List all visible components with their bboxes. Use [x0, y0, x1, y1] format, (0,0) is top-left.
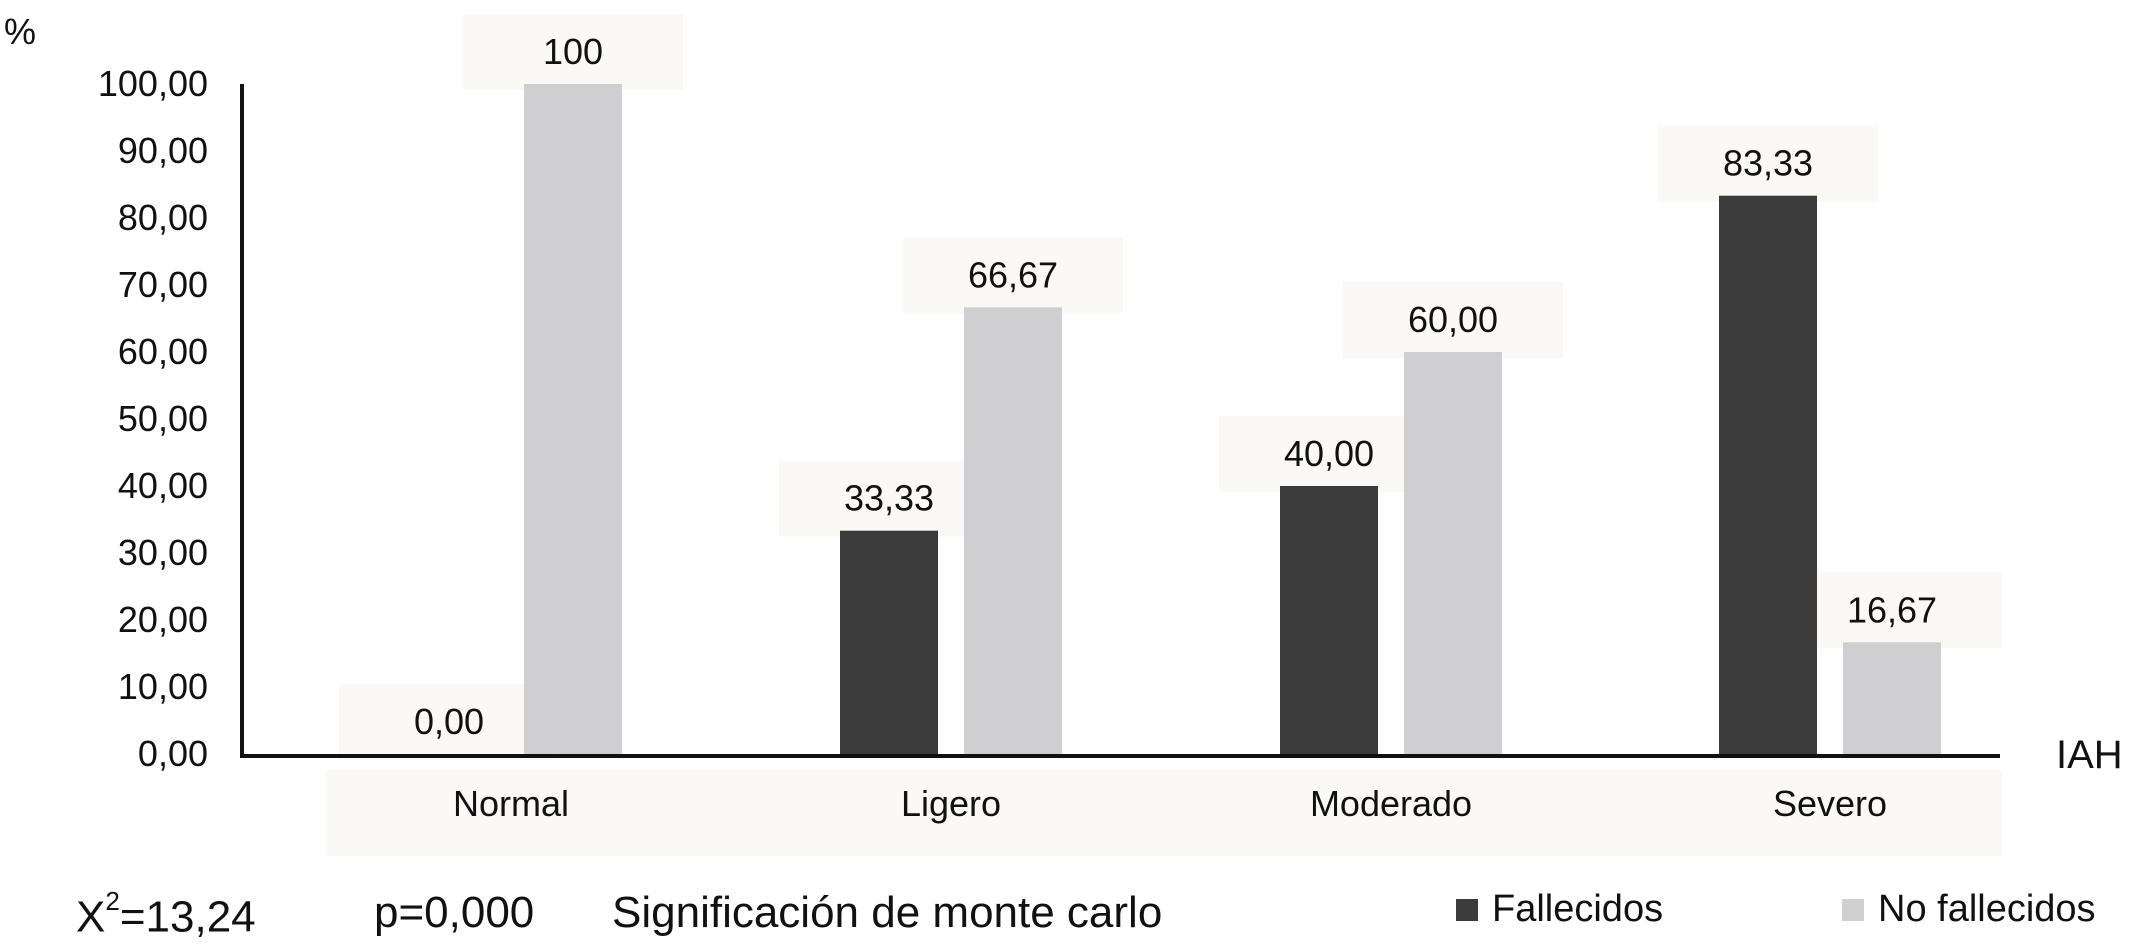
- value-label: 83,33: [1723, 143, 1813, 184]
- legend-label-fallecidos: Fallecidos: [1492, 888, 1664, 930]
- value-label: 16,67: [1847, 589, 1937, 630]
- y-tick-label: 40,00: [118, 465, 208, 506]
- method-note: Significación de monte carlo: [612, 888, 1163, 937]
- bar: [1280, 486, 1378, 754]
- y-unit-label: %: [4, 11, 36, 52]
- legend-swatch-fallecidos: [1456, 898, 1478, 921]
- x-category-labels: Normal Ligero Moderado Severo: [326, 770, 2002, 856]
- x-axis-label: IAH: [2056, 733, 2123, 777]
- p-value: p=0,000: [374, 888, 535, 937]
- value-label-background: [903, 237, 1123, 314]
- legend-item-fallecidos: Fallecidos: [1456, 888, 1663, 931]
- value-label: 0,00: [414, 701, 484, 742]
- value-label-background: [339, 684, 559, 760]
- legend-item-no-fallecidos: No fallecidos: [1842, 888, 2096, 931]
- bar-chart: 0,00 33,33 40,00 83,33 100 66,67 60,00 16,67 0,…: [4, 11, 2123, 856]
- chi-square-value: =13,24: [119, 892, 256, 942]
- y-tick-label: 30,00: [118, 532, 208, 573]
- value-label: 66,67: [968, 254, 1058, 295]
- legend-swatch-no-fallecidos: [1842, 898, 1864, 921]
- y-tick-label: 90,00: [118, 130, 208, 171]
- category-label-band: [326, 770, 2002, 856]
- chi-square-symbol: X: [76, 892, 106, 942]
- y-tick-labels: 0,00 10,00 20,00 30,00 40,00 50,00 60,00 70,00 8…: [98, 63, 208, 774]
- legend-label-no-fallecidos: No fallecidos: [1878, 888, 2096, 930]
- bar: [1404, 352, 1502, 754]
- value-label-backgrounds: [339, 14, 2002, 760]
- bar: [1843, 642, 1941, 754]
- bar: [840, 530, 938, 754]
- value-label-background: [1219, 416, 1439, 492]
- y-tick-label: 50,00: [118, 398, 208, 439]
- y-tick-label: 70,00: [118, 264, 208, 305]
- x-category-label: Ligero: [901, 783, 1001, 824]
- x-category-label: Normal: [453, 783, 569, 824]
- value-label: 100: [543, 31, 603, 72]
- value-label: 40,00: [1284, 433, 1374, 474]
- value-label: 60,00: [1408, 299, 1498, 340]
- y-tick-label: 80,00: [118, 197, 208, 238]
- y-tick-label: 10,00: [118, 666, 208, 707]
- value-label-background: [1658, 125, 1878, 202]
- value-label-background: [463, 14, 683, 90]
- y-tick-label: 0,00: [138, 733, 208, 774]
- chi-square-exponent: 2: [105, 886, 120, 916]
- bar: [964, 307, 1062, 754]
- value-labels: 0,00 33,33 40,00 83,33 100 66,67 60,00 16,67: [414, 31, 1937, 742]
- statistics-footer: X2=13,24 p=0,000 Significación de monte …: [0, 880, 2132, 950]
- x-category-label: Severo: [1773, 783, 1887, 824]
- bars: [524, 84, 1941, 755]
- bar: [1719, 195, 1817, 755]
- chi-square-stat: X2=13,24: [76, 886, 256, 943]
- value-label: 33,33: [844, 478, 934, 519]
- value-label-background: [1343, 282, 1563, 358]
- y-tick-label: 60,00: [118, 331, 208, 372]
- y-tick-label: 20,00: [118, 599, 208, 640]
- bar: [524, 84, 622, 754]
- x-category-label: Moderado: [1310, 783, 1472, 824]
- value-label-background: [779, 460, 999, 537]
- value-label-background: [1782, 572, 2002, 649]
- y-tick-label: 100,00: [98, 63, 208, 104]
